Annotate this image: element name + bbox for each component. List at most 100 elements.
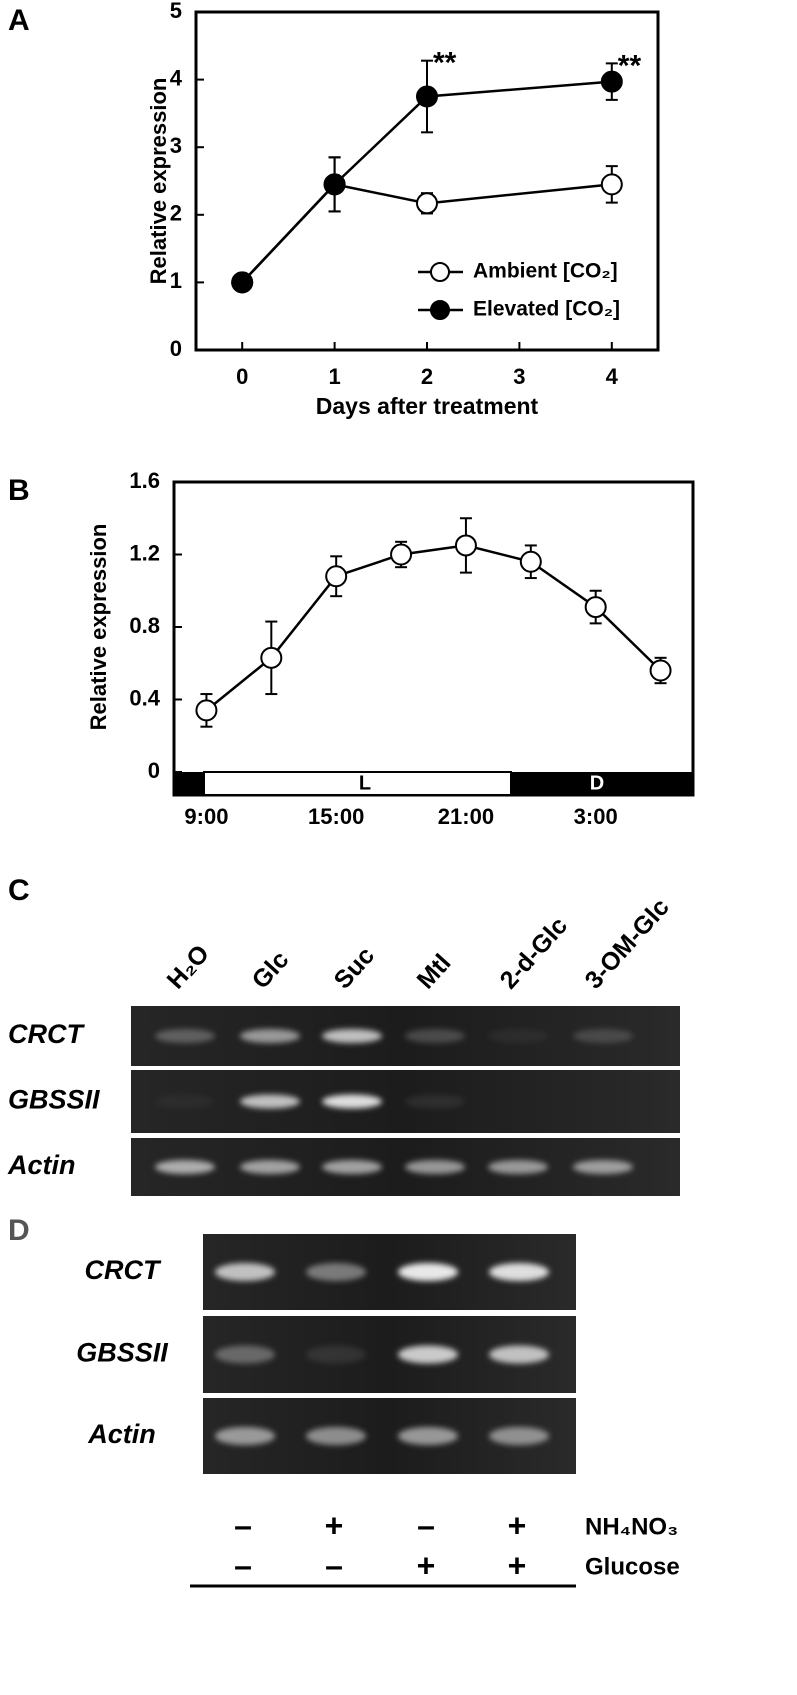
x-tick-label: 15:00 <box>308 804 364 829</box>
gel-band <box>489 1263 549 1281</box>
series-line <box>241 80 612 284</box>
marker <box>519 550 542 573</box>
marker <box>231 271 254 294</box>
gel-band <box>322 1094 382 1109</box>
gene-label: Actin <box>87 1419 156 1449</box>
gel-band <box>405 1094 465 1109</box>
x-tick-label: 21:00 <box>438 804 494 829</box>
x-tick-label: 3:00 <box>574 804 618 829</box>
series-line <box>205 544 662 712</box>
dark-period <box>511 772 693 795</box>
gel-band <box>155 1029 215 1043</box>
y-tick-label: 0 <box>170 336 182 361</box>
treatment-level: – <box>234 1507 252 1543</box>
panel-label: C <box>8 874 30 907</box>
x-axis-label: Days after treatment <box>316 393 539 419</box>
x-tick-label: 4 <box>606 364 619 389</box>
legend-marker <box>430 262 450 282</box>
marker <box>195 699 218 722</box>
marker <box>584 596 607 619</box>
dark-period <box>174 772 204 795</box>
x-tick-label: 0 <box>236 364 248 389</box>
gel-band <box>573 1160 633 1174</box>
gel-band <box>306 1345 366 1364</box>
legend-marker <box>430 300 450 320</box>
y-tick-label: 1.6 <box>129 468 160 493</box>
gene-label: GBSSII <box>76 1338 168 1368</box>
gel-band <box>488 1160 548 1174</box>
dark-label: D <box>590 772 604 794</box>
gene-label: CRCT <box>8 1019 85 1049</box>
x-tick-label: 1 <box>328 364 340 389</box>
gel-band <box>405 1029 465 1043</box>
gel-band <box>489 1427 549 1445</box>
gel-band <box>398 1345 458 1364</box>
treatment-level: + <box>508 1547 527 1583</box>
gel-band <box>489 1345 549 1364</box>
lane-label: 3-OM-Glc <box>580 893 675 994</box>
significance-mark: ** <box>618 49 642 82</box>
gel-band <box>240 1160 300 1174</box>
lane-label: Suc <box>329 942 381 995</box>
x-tick-label: 2 <box>421 364 433 389</box>
treatment-level: – <box>325 1547 343 1583</box>
gel-band <box>240 1029 300 1043</box>
panel-label: D <box>8 1214 30 1247</box>
plot-frame <box>172 480 695 797</box>
lane-label: Glc <box>247 946 295 995</box>
y-tick-label: 5 <box>170 0 182 23</box>
legend-label: Ambient [CO₂] <box>473 260 618 283</box>
plot-frame <box>194 10 660 352</box>
gel-band <box>240 1094 300 1109</box>
gel-band <box>573 1029 633 1043</box>
treatment-level: + <box>508 1507 527 1543</box>
gel-band <box>405 1160 465 1174</box>
marker <box>416 192 438 215</box>
gel-band <box>488 1029 548 1043</box>
marker <box>325 565 348 588</box>
marker <box>600 70 623 93</box>
gene-label: GBSSII <box>8 1085 100 1115</box>
marker <box>649 659 672 682</box>
treatment-level: – <box>234 1547 252 1583</box>
y-tick-label: 1 <box>170 268 182 293</box>
y-tick-label: 3 <box>170 133 182 158</box>
gene-label: CRCT <box>85 1255 162 1285</box>
treatment-name: NH₄NO₃ <box>585 1513 678 1540</box>
marker <box>454 534 477 557</box>
gel-band <box>155 1160 215 1174</box>
gel-band <box>215 1345 275 1364</box>
marker <box>323 173 346 196</box>
y-axis-label: Relative expression <box>146 78 171 285</box>
gel-band <box>215 1263 275 1281</box>
treatment-level: + <box>417 1547 436 1583</box>
y-tick-label: 0.4 <box>129 685 160 710</box>
gene-label: Actin <box>7 1150 76 1180</box>
x-tick-label: 3 <box>513 364 525 389</box>
panel-label: B <box>8 474 30 507</box>
legend-label: Elevated [CO₂] <box>473 298 620 321</box>
panel-label: A <box>8 4 30 37</box>
gel-band <box>306 1427 366 1445</box>
light-label: L <box>359 772 371 794</box>
marker <box>260 646 283 669</box>
y-axis-label: Relative expression <box>86 524 111 731</box>
gel-band <box>155 1094 215 1109</box>
y-tick-label: 2 <box>170 201 182 226</box>
gel-band <box>398 1427 458 1445</box>
marker <box>416 85 438 108</box>
gel-band <box>215 1427 275 1445</box>
treatment-level: + <box>325 1507 344 1543</box>
lane-label: H₂O <box>162 940 215 995</box>
significance-mark: ** <box>433 47 457 80</box>
treatment-name: Glucose <box>585 1553 680 1580</box>
y-tick-label: 0 <box>148 758 160 783</box>
gel-band <box>398 1263 458 1281</box>
gel-band <box>306 1263 366 1281</box>
gel-band <box>322 1029 382 1043</box>
gel-band <box>322 1160 382 1174</box>
y-tick-label: 1.2 <box>129 540 160 565</box>
treatment-level: – <box>417 1507 435 1543</box>
lane-label: 2-d-Glc <box>495 912 573 995</box>
